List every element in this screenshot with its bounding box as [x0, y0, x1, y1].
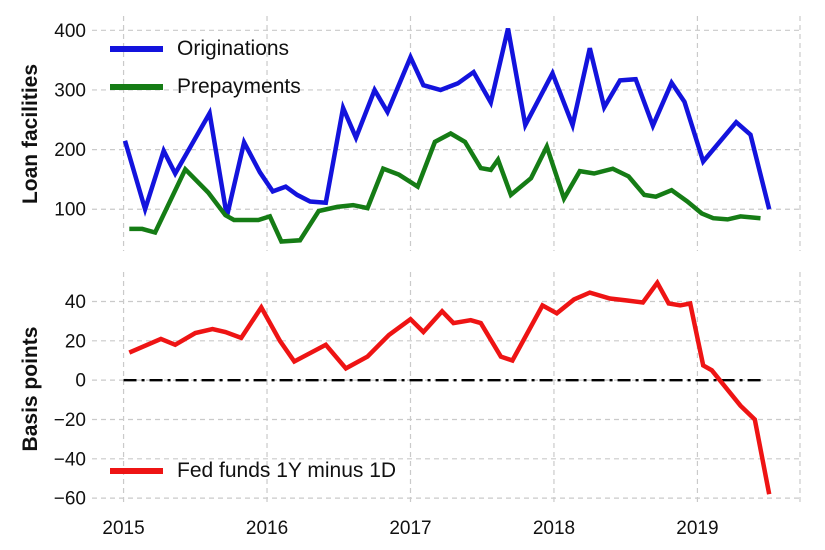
prepayments-line-swatch [110, 84, 163, 90]
y-tick-label: 200 [54, 140, 86, 161]
x-tick-label: 2015 [102, 518, 144, 539]
series-line-prepayments [129, 130, 761, 244]
y-tick-label: 100 [54, 200, 86, 221]
legend-item-fed-funds: Fed funds 1Y minus 1D [110, 456, 396, 486]
prepayments-legend-label: Prepayments [177, 75, 301, 98]
y-tick-label: −60 [54, 489, 86, 510]
y-tick-label: −40 [54, 449, 86, 470]
x-tick-label: 2016 [246, 518, 288, 539]
series-line-fed-funds-1y-minus-1d [128, 278, 772, 495]
y-axis-label-loan-facilities: Loan facilities [19, 63, 42, 205]
y-tick-label: 300 [54, 80, 86, 101]
y-tick-label: 0 [75, 371, 86, 392]
x-tick-label: 2018 [533, 518, 575, 539]
y-axis-label-basis-points: Basis points [19, 326, 42, 452]
x-tick-label: 2017 [389, 518, 431, 539]
y-tick-label: −20 [54, 410, 86, 431]
y-tick-label: 20 [65, 331, 86, 352]
y-tick-label: 400 [54, 21, 86, 42]
series-line-originations [122, 27, 772, 217]
legend-bottom-panel: Fed funds 1Y minus 1D [110, 456, 396, 486]
fed-funds-line-swatch [110, 468, 163, 474]
legend-top-panel: Originations Prepayments [110, 34, 301, 102]
fed-funds-legend-label: Fed funds 1Y minus 1D [177, 459, 397, 482]
legend-item-prepayments: Prepayments [110, 72, 301, 102]
x-tick-label: 2019 [676, 518, 718, 539]
originations-line-swatch [110, 46, 163, 52]
legend-item-originations: Originations [110, 34, 301, 64]
originations-legend-label: Originations [177, 37, 290, 60]
y-tick-label: 40 [65, 292, 86, 313]
